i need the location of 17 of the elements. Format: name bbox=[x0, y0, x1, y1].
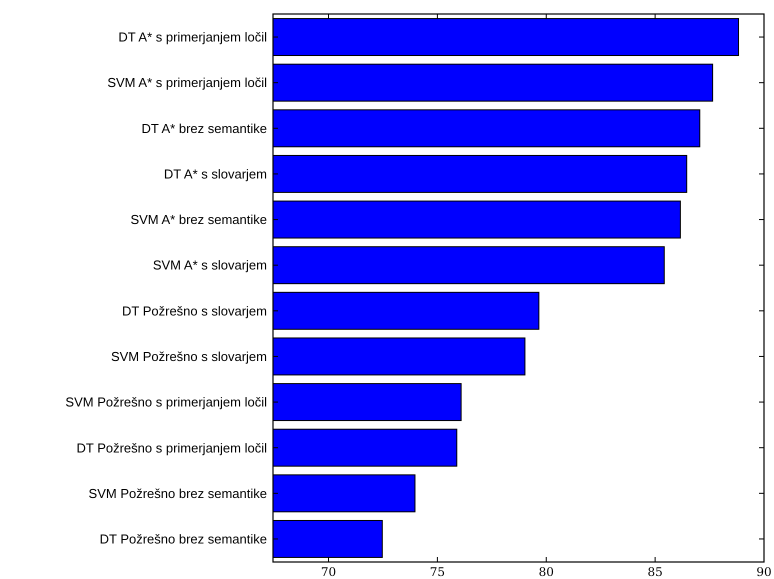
x-tick-label: 80 bbox=[538, 565, 554, 579]
y-tick-label: SVM Požrešno s slovarjem bbox=[110, 348, 267, 364]
y-tick-label: SVM A* s slovarjem bbox=[152, 258, 267, 273]
y-tick-label: SVM A* s primerjanjem ločil bbox=[107, 75, 268, 90]
x-tick-label: 85 bbox=[647, 565, 663, 579]
y-tick-label: SVM A* brez semantike bbox=[130, 212, 267, 228]
x-tick-label: 90 bbox=[756, 565, 772, 579]
y-tick-label: DT A* brez semantike bbox=[142, 120, 267, 136]
y-tick-label: DT Požrešno brez semantike bbox=[100, 532, 267, 547]
y-tick-label: DT A* s slovarjem bbox=[164, 166, 267, 182]
y-tick-label: DT Požrešno s slovarjem bbox=[122, 303, 267, 318]
y-tick-label: SVM Požrešno brez semantike bbox=[88, 486, 267, 501]
y-tick-label: DT Požrešno s primerjanjem ločil bbox=[76, 440, 268, 456]
x-tick-label: 70 bbox=[320, 565, 336, 579]
x-tick-label: 75 bbox=[430, 565, 446, 579]
y-tick-label: SVM Požrešno s primerjanjem ločil bbox=[65, 394, 268, 410]
y-tick-label: DT A* s primerjanjem ločil bbox=[118, 30, 268, 45]
